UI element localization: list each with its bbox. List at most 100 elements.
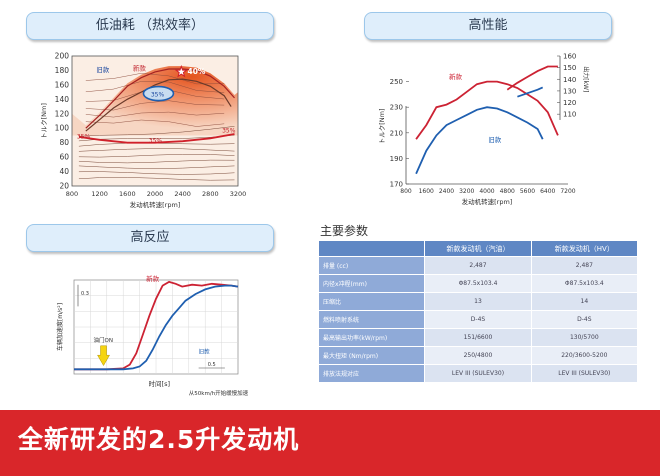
panel-title-high-response: 高反应: [26, 224, 274, 252]
params-header-cell: [317, 240, 426, 257]
efficiency-contour-chart: 旧款 新款 40% 35% 35% 35% 35% 20 40 60 80 100 120 140 160…: [40, 52, 247, 210]
table-row: 最高输出功率(kW/rpm) 151/6600 130/5700: [317, 328, 639, 347]
x-axis-label: 时间[s]: [149, 379, 170, 388]
table-row: 排量 (cc) 2,487 2,487: [317, 256, 639, 275]
new-power-line: [506, 65, 558, 91]
y-tick-label: 100: [55, 124, 70, 133]
params-cell: Φ87.5x103.4: [424, 274, 532, 293]
legend-new: 新款: [146, 274, 160, 283]
params-row-label: 燃料喷射系统: [317, 310, 426, 329]
x-tick-label: 6400: [540, 188, 555, 195]
contour-line: [78, 159, 235, 164]
params-cell: 130/5700: [530, 328, 639, 347]
acceleration-response-chart: 0.3 0.5 车辆加速度[m/s²] 时间[s] 从50km/h开始缓慢加速 新款旧款…: [56, 274, 249, 397]
response-note: 从50km/h开始缓慢加速: [189, 389, 249, 397]
params-row-label: 压缩比: [317, 292, 426, 311]
contour-line: [78, 126, 235, 137]
label-40-percent: 40%: [188, 67, 206, 76]
throttle-on-label: 油门ON: [94, 336, 113, 344]
params-row-label: 最大扭矩 (Nm/rpm): [317, 346, 426, 365]
x-axis-label: 发动机转速[rpm]: [130, 200, 181, 209]
x-tick-label: 3200: [230, 190, 247, 198]
params-cell: Φ87.5x103.4: [530, 274, 639, 293]
banner-title: 全新研发的2.5升发动机: [18, 425, 300, 454]
peak-star-marker: [174, 64, 188, 78]
table-row: 燃料喷射系统 D-4S D-4S: [317, 310, 639, 329]
contour-line: [78, 154, 235, 158]
x-tick-label: 1200: [91, 190, 108, 198]
y-tick-label: 190: [390, 155, 403, 163]
params-row-label: 排量 (cc): [317, 256, 426, 275]
old-power-line: [517, 86, 544, 98]
x-tick-label: 3200: [459, 188, 474, 195]
x-tick-label: 1600: [419, 188, 434, 195]
params-cell: D-4S: [424, 310, 532, 329]
label-35-left: 35%: [77, 133, 91, 140]
y-tick-label: 200: [55, 52, 70, 61]
old-engine-boundary: [85, 78, 232, 132]
legend-old: 旧款: [488, 135, 502, 144]
new-engine-boundary: [85, 68, 235, 129]
contour-line-upper: [85, 111, 225, 118]
label-35-island: 35%: [151, 91, 165, 98]
contour-frame: [71, 55, 239, 187]
y-tick-label: 40: [59, 167, 69, 176]
legend-new: 新款: [449, 72, 463, 81]
table-row: 内径x冲程(mm) Φ87.5x103.4 Φ87.5x103.4: [317, 274, 639, 293]
contour-line: [78, 165, 235, 169]
params-table: 新款发动机（汽油） 新款发动机（HV） 排量 (cc) 2,487 2,487 内径x冲程…: [317, 240, 639, 383]
contour-line: [78, 148, 235, 152]
y-tick-label: 60: [59, 153, 69, 162]
legend-old: 旧款: [199, 347, 211, 355]
old-response-line: [74, 284, 239, 371]
y2-tick-label: 150: [563, 64, 576, 72]
x-tick-label: 2400: [174, 190, 191, 198]
table-row: 排放法规对应 LEV III (SULEV30) LEV III (SULEV30): [317, 364, 639, 383]
y-tick-label: 250: [390, 78, 403, 86]
params-cell: 14: [530, 292, 639, 311]
old-35-island: [142, 85, 175, 102]
params-title: 主要参数: [320, 224, 369, 238]
contour-line-upper: [85, 100, 225, 111]
new-response-line: [74, 280, 239, 371]
params-header-cell: 新款发动机（汽油）: [424, 240, 532, 257]
y-axis-label: 车辆加速度[m/s²]: [56, 303, 64, 351]
x-tick-label: 2000: [147, 190, 164, 198]
y2-tick-label: 120: [563, 99, 576, 107]
contour-line: [78, 171, 235, 175]
y2-tick-label: 110: [563, 111, 576, 119]
new-torque-line: [415, 80, 559, 140]
x-axis-label: 发动机转速[rpm]: [462, 197, 513, 206]
label-35-mid: 35%: [149, 138, 163, 145]
x-tick-label: 800: [400, 188, 412, 195]
old-torque-line: [415, 106, 544, 175]
panel-title-high-performance: 高性能: [364, 12, 612, 40]
y2-tick-label: 140: [563, 76, 576, 84]
label-old: 旧款: [96, 65, 110, 74]
x-tick-label: 2800: [202, 190, 219, 198]
torque-power-chart: 800 1600 2400 3200 4000 4800 5600 6400 7200 170 19…: [378, 53, 590, 207]
table-row: 压缩比 13 14: [317, 292, 639, 311]
params-cell: LEV III (SULEV30): [424, 364, 532, 383]
x-marker-label: 0.5: [208, 362, 216, 368]
y2-tick-label: 160: [563, 53, 576, 61]
y-tick-label: 160: [55, 80, 70, 89]
y2-tick-label: 130: [563, 87, 576, 95]
x-tick-label: 1600: [119, 190, 136, 198]
params-cell: 250/4800: [424, 346, 532, 365]
y-axis-label: トルク[Nm]: [378, 109, 386, 145]
x-tick-label: 5600: [520, 188, 535, 195]
bottom-banner: [0, 410, 660, 476]
params-cell: 151/6600: [424, 328, 532, 347]
y-tick-label: 20: [59, 182, 69, 191]
x-tick-label: 800: [66, 190, 78, 198]
contour-line-upper: [85, 73, 225, 85]
y-tick-label: 120: [55, 109, 70, 118]
y-tick-label: 80: [59, 138, 69, 147]
params-cell: 2,487: [530, 256, 639, 275]
params-cell: 13: [424, 292, 532, 311]
params-cell: D-4S: [530, 310, 639, 329]
x-tick-label: 4000: [479, 188, 494, 195]
label-new: 新款: [133, 63, 147, 72]
params-header-cell: 新款发动机（HV）: [530, 240, 639, 257]
